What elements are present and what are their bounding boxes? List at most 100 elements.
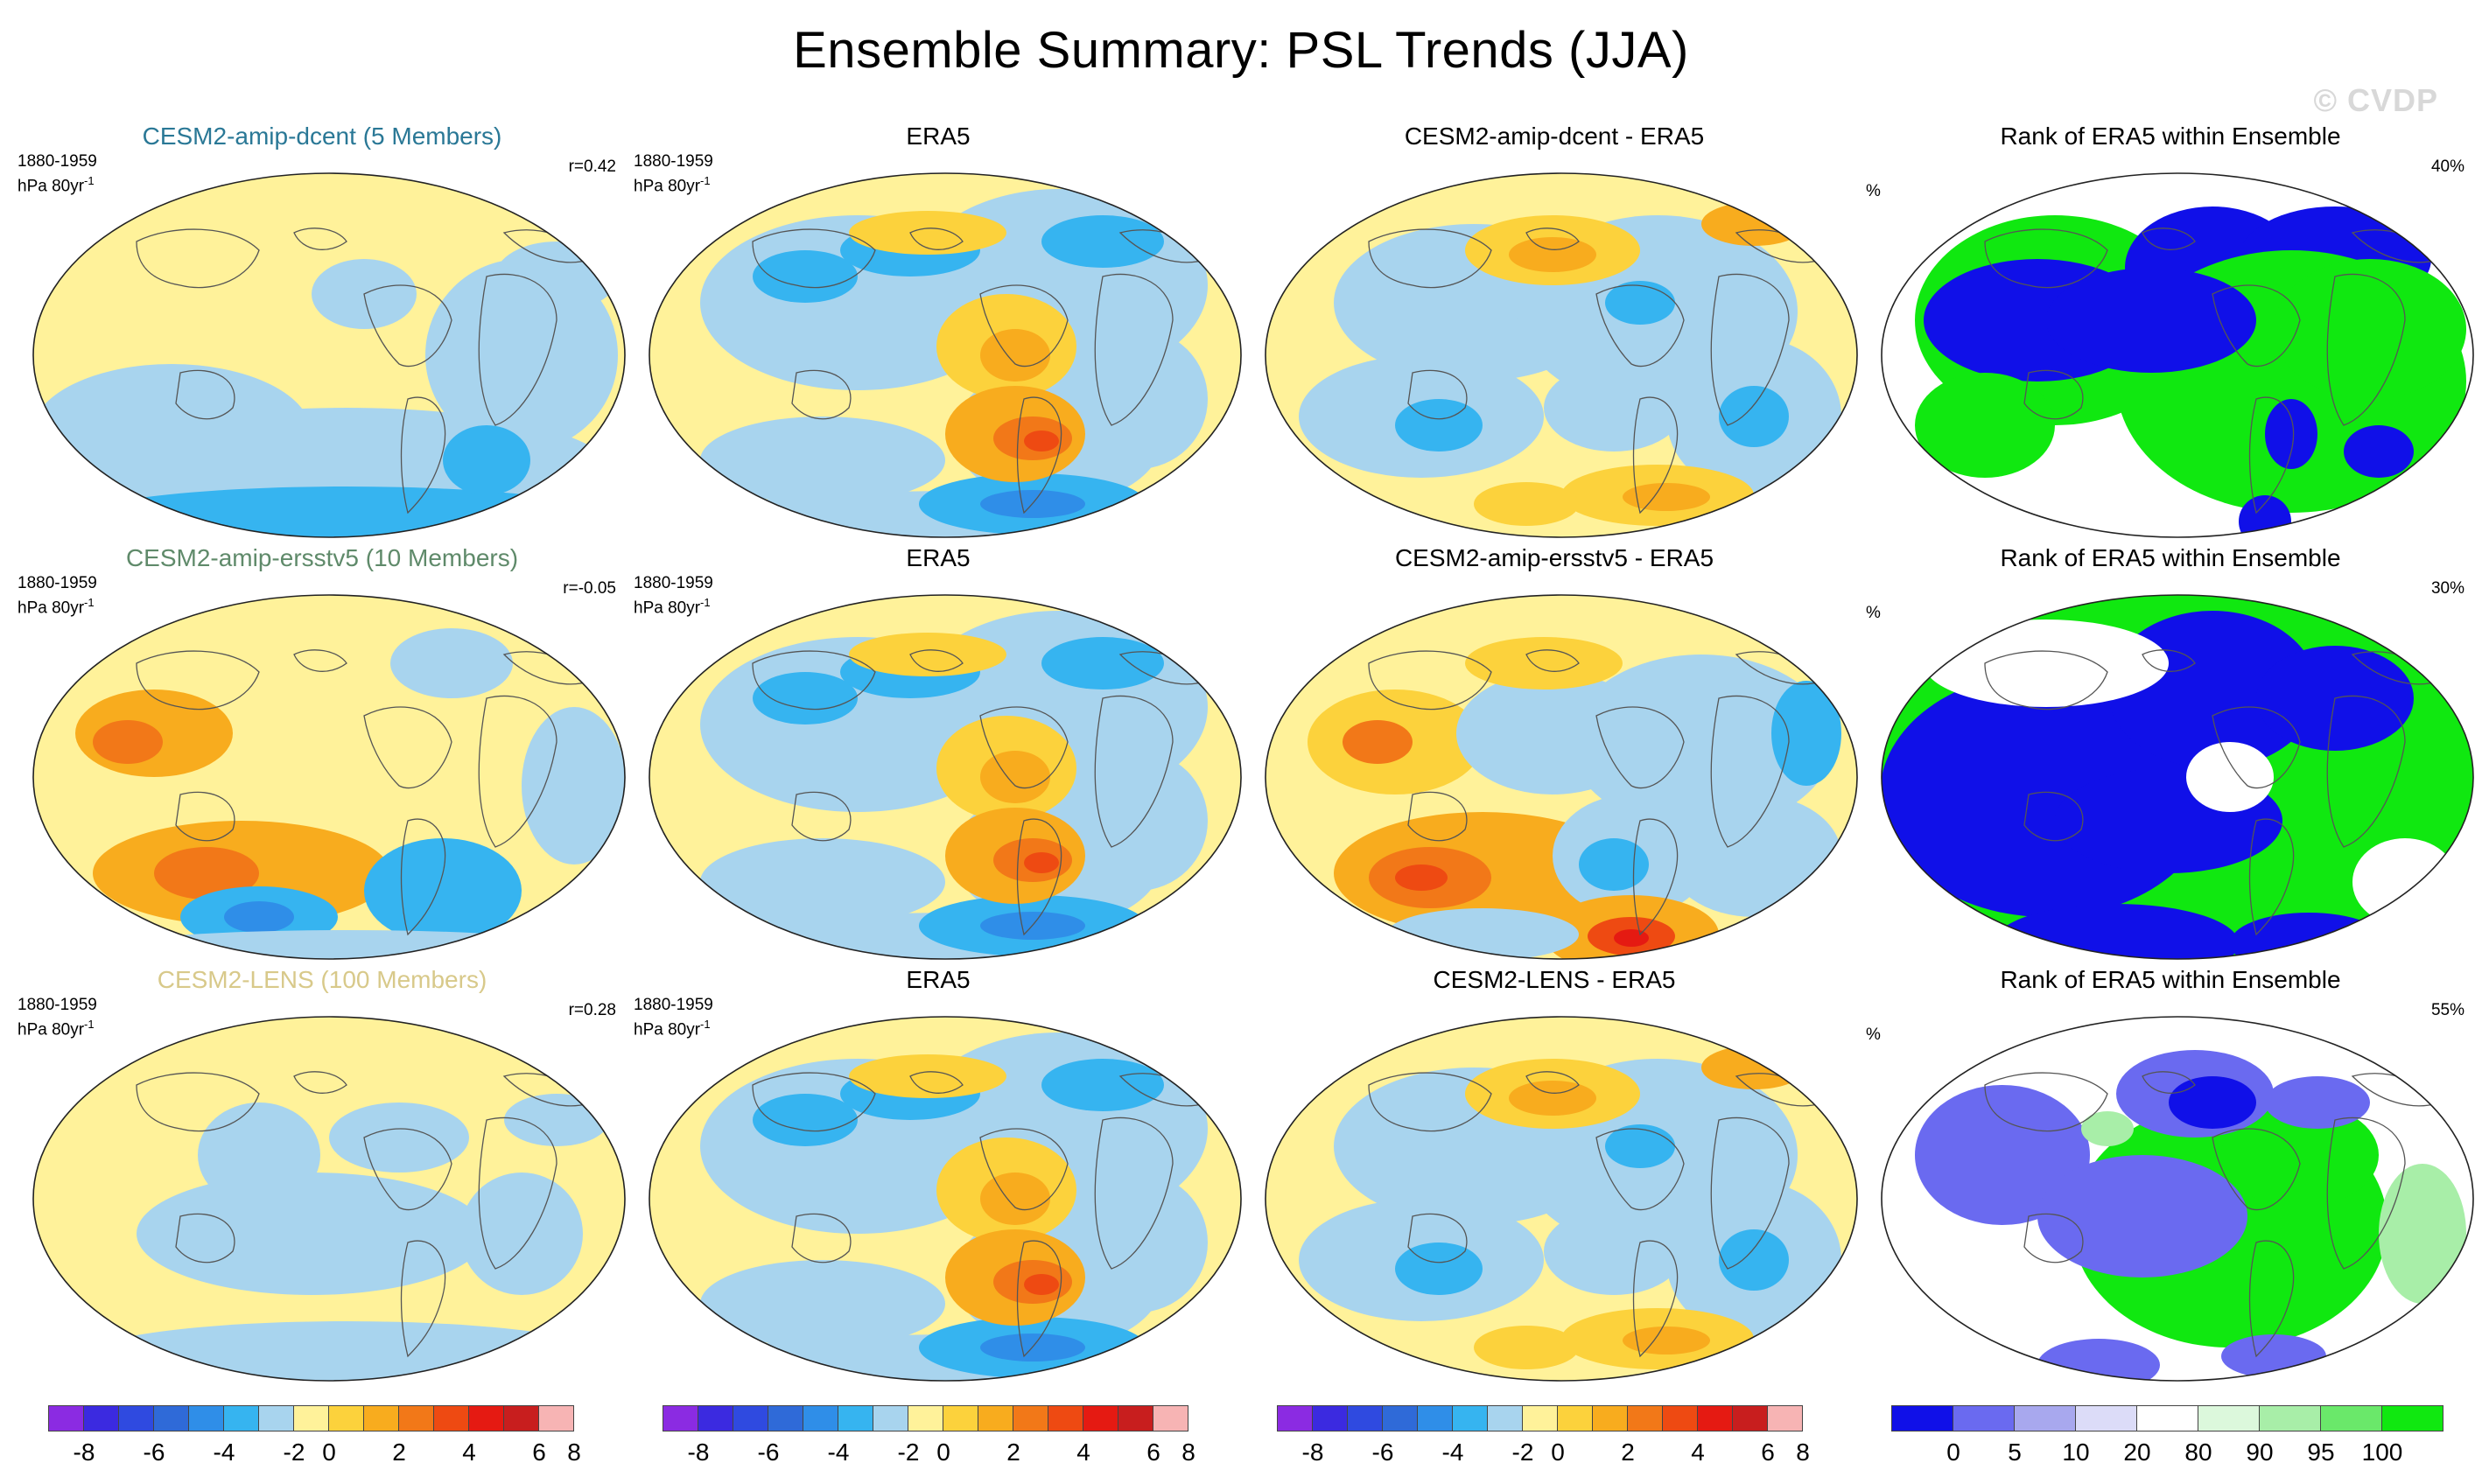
coastline — [2212, 706, 2301, 789]
panel-title: Rank of ERA5 within Ensemble — [2000, 966, 2341, 993]
contour-region — [1605, 281, 1675, 325]
units-label: hPa 80yr-1 — [634, 1018, 711, 1040]
coastline — [293, 228, 347, 250]
contour-region — [364, 838, 522, 943]
colorbar-swatch — [1767, 1405, 1803, 1432]
coastline — [2023, 1213, 2084, 1264]
contour-region — [849, 211, 1006, 255]
map-plot — [1881, 1016, 2474, 1382]
coastline — [136, 1072, 260, 1132]
coastline — [478, 695, 557, 848]
period-units-label: 1880-1959 hPa 80yr-1 — [634, 574, 713, 618]
panel-title: CESM2-amip-dcent (5 Members) — [142, 122, 502, 150]
coastline — [363, 706, 452, 789]
contour-region — [1509, 1081, 1596, 1116]
coastline — [400, 1240, 446, 1358]
panel-title: CESM2-LENS - ERA5 — [1433, 966, 1676, 993]
map-outline — [32, 1016, 626, 1382]
colorbar-boxes — [1277, 1405, 1803, 1432]
map-panel: Rank of ERA5 within Ensemble 40%% — [1864, 122, 2477, 538]
colorbar-swatch — [1953, 1405, 2015, 1432]
colorbar-swatch — [908, 1405, 943, 1432]
map-panel: CESM2-amip-ersstv5 (10 Members) 1880-1959… — [16, 544, 628, 960]
coastline — [752, 650, 876, 710]
map-panel: CESM2-amip-ersstv5 - ERA5 — [1248, 544, 1861, 960]
coastline — [2023, 369, 2084, 420]
map-plot — [1265, 594, 1858, 960]
colorbar-tick-label: 0 — [1946, 1438, 1960, 1466]
units-exponent: -1 — [84, 596, 95, 609]
contour-region — [1623, 483, 1710, 511]
panel-title: CESM2-amip-ersstv5 (10 Members) — [125, 544, 519, 571]
coastline — [1094, 1116, 1174, 1270]
map-plot — [32, 594, 626, 960]
contour-region — [1024, 852, 1059, 873]
units-exponent: -1 — [700, 1018, 711, 1031]
rank-percent: 55% — [2430, 1001, 2464, 1019]
units-exponent: -1 — [700, 174, 711, 187]
map-outline — [649, 172, 1242, 538]
contour-region — [1041, 215, 1164, 268]
colorbar-swatch — [468, 1405, 504, 1432]
map-plot — [1265, 1016, 1858, 1382]
contour-region — [2274, 259, 2466, 399]
coastline — [363, 284, 452, 368]
colorbar: -8 -6 -4 -2 0 2 4 6 8 — [48, 1405, 609, 1474]
map-plot — [649, 172, 1242, 538]
colorbar: -8 -6 -4 -2 0 2 4 6 8 — [663, 1405, 1223, 1474]
contour-region — [1068, 751, 1208, 891]
colorbar-tick-label: 5 — [2008, 1438, 2022, 1466]
units-label: hPa 80yr-1 — [18, 174, 95, 196]
contour-region — [700, 838, 945, 926]
contour-region — [2344, 425, 2414, 478]
contour-region — [849, 1054, 1006, 1098]
colorbar-swatch — [768, 1405, 803, 1432]
contour-region — [2265, 399, 2317, 469]
coastline — [175, 1213, 235, 1264]
contour-region — [849, 633, 1006, 676]
colorbar-swatch — [1013, 1405, 1048, 1432]
coastline — [1525, 649, 1580, 672]
percent-unit: % — [1866, 182, 1881, 200]
contour-region — [93, 720, 163, 764]
coastline — [2142, 1071, 2196, 1094]
colorbar-swatch — [1452, 1405, 1488, 1432]
contour-region — [443, 425, 530, 495]
colorbar-swatch — [663, 1405, 698, 1432]
colorbar-tick-label: 80 — [2184, 1438, 2212, 1466]
coastline — [2142, 649, 2196, 672]
map-panel: ERA5 1880-1959 hPa 80yr-1 — [632, 966, 1245, 1382]
contour-region — [753, 250, 858, 303]
contour-region — [522, 707, 625, 864]
contour-region — [1994, 904, 2239, 959]
contour-region — [67, 486, 625, 537]
coastline — [1632, 396, 1679, 514]
contour-region — [1719, 1229, 1789, 1291]
period-label: 1880-1959 — [18, 574, 97, 592]
coastline — [1632, 818, 1679, 936]
coastline — [2212, 284, 2301, 368]
coastline — [1407, 1213, 1468, 1264]
contour-region — [753, 1094, 858, 1146]
coastline — [2326, 1116, 2406, 1270]
coastline — [979, 706, 1069, 789]
map-panel: CESM2-amip-dcent (5 Members) 1880-1959 hPa… — [16, 122, 628, 538]
coastline — [2326, 695, 2406, 848]
coastline — [1710, 1116, 1790, 1270]
colorbar-tick-label: 90 — [2246, 1438, 2274, 1466]
coastline — [752, 228, 876, 289]
units-label: hPa 80yr-1 — [634, 174, 711, 196]
coastline — [1016, 1240, 1062, 1358]
coastline — [1525, 228, 1580, 250]
colorbar-tick-label: 0 — [936, 1438, 950, 1466]
colorbar-swatch — [838, 1405, 873, 1432]
colorbar-tick-label: 0 — [322, 1438, 336, 1466]
coastline — [791, 369, 852, 420]
colorbar-swatch — [398, 1405, 434, 1432]
colorbar-swatch — [2259, 1405, 2321, 1432]
colorbar-swatch — [153, 1405, 189, 1432]
coastline — [1595, 1128, 1685, 1211]
contour-region — [1474, 1326, 1579, 1369]
units-exponent: -1 — [700, 596, 711, 609]
map-outline — [1881, 594, 2474, 960]
